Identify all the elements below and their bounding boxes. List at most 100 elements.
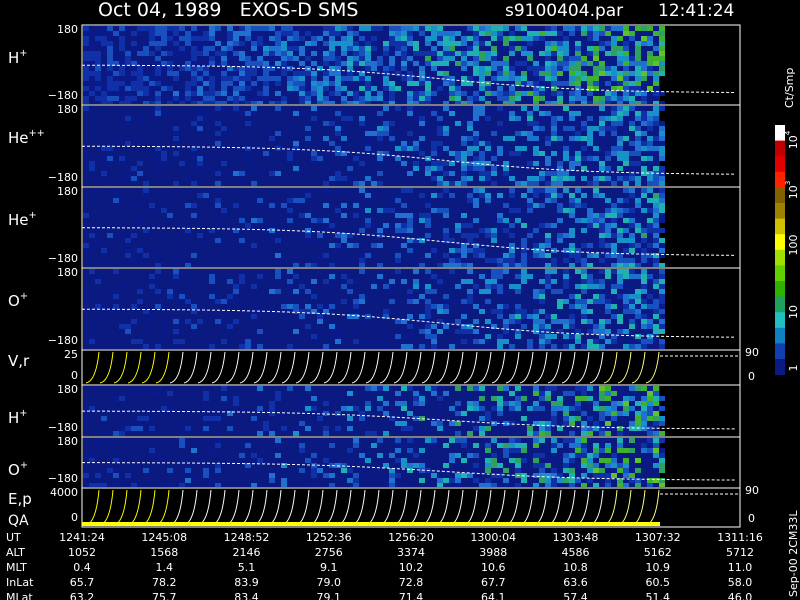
spectrogram-cell — [191, 146, 197, 151]
spectrogram-cell — [521, 269, 527, 274]
spectrogram-cell — [425, 289, 431, 294]
spectrogram-cell — [179, 431, 185, 436]
spectrogram-cell — [467, 51, 473, 56]
spectrogram-cell — [431, 176, 437, 181]
spectrogram-cell — [455, 31, 461, 36]
spectrogram-cell — [425, 438, 431, 443]
spectrogram-cell — [287, 86, 293, 91]
spectrogram-cell — [527, 91, 533, 96]
spectrogram-cell — [125, 91, 131, 96]
spectrogram-cell — [287, 46, 293, 51]
spectrogram-cell — [551, 468, 557, 473]
spectrogram-cell — [593, 188, 599, 193]
spectrogram-cell — [383, 228, 389, 233]
spectrogram-cell — [173, 136, 179, 141]
spectrogram-cell — [173, 274, 179, 279]
spectrogram-cell — [287, 324, 293, 329]
colorbar-cell — [775, 281, 785, 297]
spectrogram-cell — [335, 233, 341, 238]
spectrogram-cell — [185, 36, 191, 41]
right-axis-top: 90 — [745, 346, 759, 359]
spectrogram-cell — [431, 51, 437, 56]
spectrogram-cell — [179, 443, 185, 448]
spectrogram-cell — [611, 46, 617, 51]
spectrogram-cell — [401, 146, 407, 151]
spectrogram-cell — [485, 51, 491, 56]
spectrogram-cell — [191, 61, 197, 66]
spectrogram-cell — [605, 61, 611, 66]
spectrogram-cell — [443, 463, 449, 468]
spectrogram-cell — [509, 86, 515, 91]
spectrogram-cell — [521, 223, 527, 228]
spectrogram-cell — [275, 36, 281, 41]
spectrogram-cell — [155, 61, 161, 66]
spectrogram-cell — [143, 181, 149, 186]
spectrogram-cell — [431, 81, 437, 86]
spectrogram-cell — [557, 46, 563, 51]
spectrogram-cell — [263, 91, 269, 96]
spectrogram-cell — [617, 478, 623, 483]
spectrogram-cell — [647, 438, 653, 443]
spectrogram-cell — [107, 91, 113, 96]
spectrogram-cell — [605, 426, 611, 431]
spectrogram-cell — [467, 161, 473, 166]
spectrogram-cell — [635, 411, 641, 416]
spectrogram-cell — [233, 228, 239, 233]
spectrogram-cell — [509, 421, 515, 426]
spectrogram-cell — [323, 203, 329, 208]
spectrogram-cell — [521, 396, 527, 401]
row-value: 2146 — [233, 546, 261, 559]
spectrogram-cell — [485, 76, 491, 81]
spectrogram-cell — [95, 71, 101, 76]
spectrogram-cell — [563, 478, 569, 483]
spectrogram-cell — [239, 176, 245, 181]
spectrogram-cell — [191, 56, 197, 61]
spectrogram-cell — [131, 46, 137, 51]
spectrogram-cell — [497, 304, 503, 309]
spectrogram-cell — [599, 279, 605, 284]
spectrogram-cell — [575, 71, 581, 76]
spectrogram-cell — [137, 248, 143, 253]
spectrogram-cell — [617, 101, 623, 104]
spectrogram-cell — [437, 396, 443, 401]
spectrogram-cell — [599, 228, 605, 233]
spectrogram-cell — [377, 243, 383, 248]
spectrogram-cell — [653, 181, 659, 186]
spectrogram-cell — [647, 274, 653, 279]
spectrogram-cell — [569, 458, 575, 463]
spectrogram-cell — [575, 91, 581, 96]
axis-bottom: 0 — [71, 511, 78, 524]
spectrogram-cell — [449, 263, 455, 267]
spectrogram-cell — [647, 223, 653, 228]
spectrogram-cell — [659, 339, 665, 344]
panel-label-sup: + — [19, 408, 27, 419]
spectrogram-cell — [443, 76, 449, 81]
spectrogram-cell — [503, 111, 509, 116]
spectrogram-cell — [329, 101, 335, 104]
spectrogram-cell — [107, 56, 113, 61]
spectrogram-cell — [143, 324, 149, 329]
spectrogram-cell — [251, 111, 257, 116]
spectrogram-cell — [467, 91, 473, 96]
spectrogram-cell — [155, 166, 161, 171]
spectrogram-cell — [281, 51, 287, 56]
spectrogram-cell — [455, 453, 461, 458]
spectrogram-cell — [323, 61, 329, 66]
spectrogram-cell — [551, 166, 557, 171]
spectrogram-cell — [587, 61, 593, 66]
spectrogram-cell — [197, 126, 203, 131]
spectrogram-cell — [533, 289, 539, 294]
spectrogram-cell — [407, 41, 413, 46]
spectrogram-cell — [545, 91, 551, 96]
spectrogram-cell — [563, 188, 569, 193]
spectrogram-cell — [215, 131, 221, 136]
spectrogram-cell — [593, 181, 599, 186]
spectrogram-cell — [653, 61, 659, 66]
spectrogram-cell — [545, 386, 551, 391]
spectrogram-cell — [581, 166, 587, 171]
spectrogram-cell — [575, 51, 581, 56]
spectrogram-cell — [281, 61, 287, 66]
spectrogram-cell — [563, 458, 569, 463]
spectrogram-cell — [347, 406, 353, 411]
spectrogram-cell — [527, 233, 533, 238]
